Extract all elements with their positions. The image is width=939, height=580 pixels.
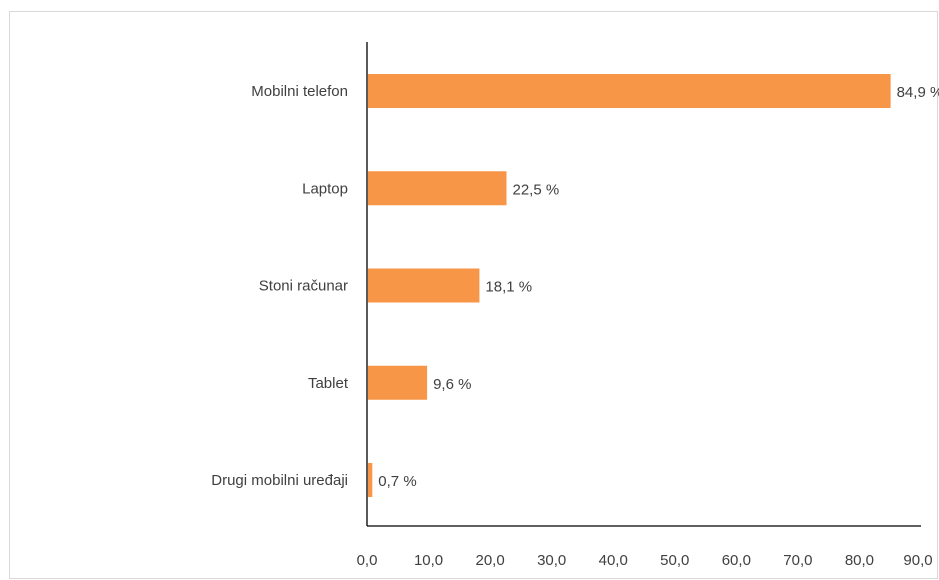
data-label: 22,5 % xyxy=(513,181,560,198)
bar-1 xyxy=(368,171,507,206)
x-tick-label: 80,0 xyxy=(845,552,874,569)
bar-4 xyxy=(368,463,373,497)
x-tick-label: 0,0 xyxy=(357,552,378,569)
x-tick-label: 30,0 xyxy=(537,552,566,569)
axes-layer xyxy=(366,42,921,527)
category-label: Tablet xyxy=(308,375,349,392)
bars-layer xyxy=(368,74,891,497)
category-label: Drugi mobilni uređaji xyxy=(211,472,348,489)
category-label: Stoni računar xyxy=(259,278,348,295)
category-label: Mobilni telefon xyxy=(251,83,348,100)
labels-layer: Mobilni telefon 84,9 % Laptop 22,5 % Stoni r… xyxy=(211,83,939,569)
x-tick-label: 90,0 xyxy=(903,552,932,569)
data-label: 0,7 % xyxy=(378,473,416,490)
category-label: Laptop xyxy=(302,180,348,197)
bar-3 xyxy=(368,365,428,400)
x-tick-label: 40,0 xyxy=(599,552,628,569)
data-label: 84,9 % xyxy=(897,84,939,101)
data-label: 18,1 % xyxy=(485,279,532,296)
x-tick-label: 70,0 xyxy=(783,552,812,569)
x-tick-label: 50,0 xyxy=(660,552,689,569)
data-label: 9,6 % xyxy=(433,376,471,393)
x-tick-label: 60,0 xyxy=(722,552,751,569)
x-tick-label: 20,0 xyxy=(476,552,505,569)
bar-2 xyxy=(368,268,480,303)
x-tick-label: 10,0 xyxy=(414,552,443,569)
bar-0 xyxy=(368,74,891,108)
